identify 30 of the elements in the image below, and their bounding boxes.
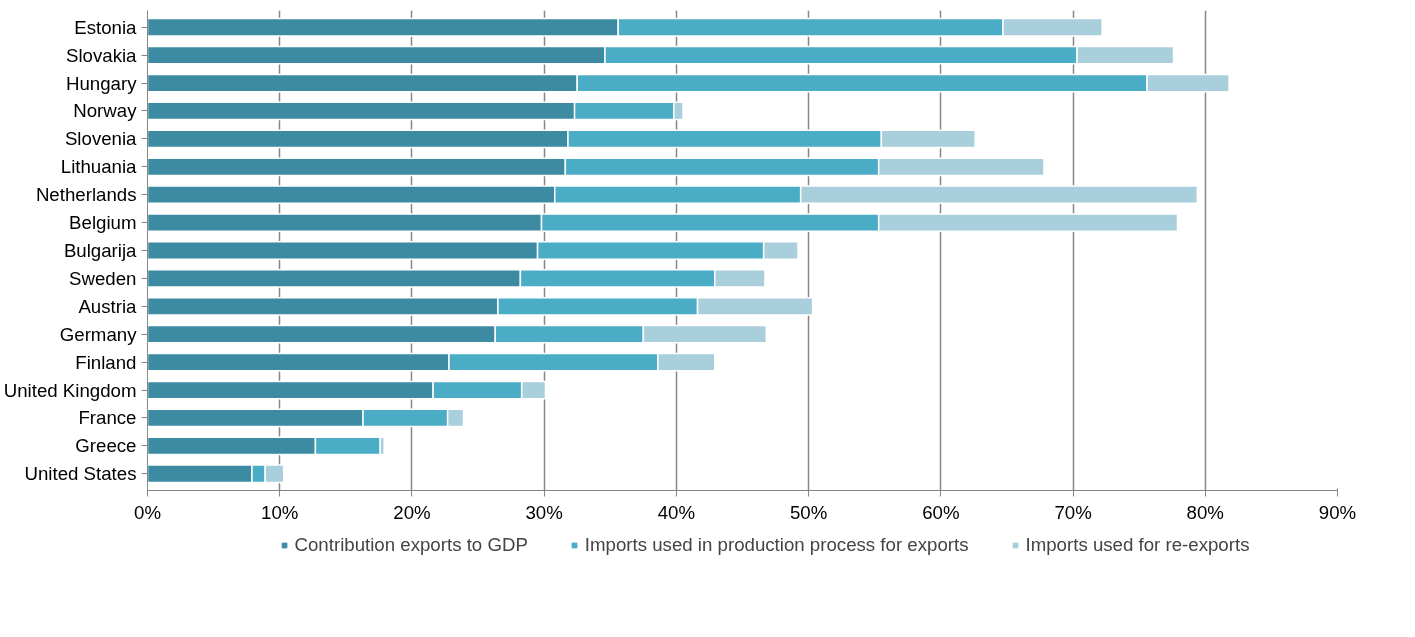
y-tick-label: Netherlands [35,184,137,206]
y-tick-label: United Kingdom [3,379,137,401]
x-tick-label: 60% [922,501,960,523]
y-tick-label: Norway [73,100,138,122]
y-tick-label: Hungary [65,72,138,94]
x-tick-label: 20% [393,501,431,523]
y-tick-label: Slovenia [64,128,138,150]
x-tick-label: 50% [789,501,828,523]
legend-label: Contribution exports to GDP [294,534,528,556]
y-tick-label: Estonia [74,16,138,38]
y-tick-label: Bulgarija [63,240,138,261]
y-tick-label: Finland [75,351,137,373]
x-tick-label: 30% [525,501,563,523]
y-tick-label: Belgium [69,212,137,234]
y-tick-label: United States [24,463,137,485]
x-tick-label: 70% [1054,501,1092,523]
legend-label: Imports used for re-exports [1025,534,1250,556]
legend-label: Imports used in production process for exports [584,534,969,556]
x-tick-label: 0% [134,501,161,523]
y-tick-label: Lithuania [60,156,138,178]
x-tick-label: 80% [1186,501,1224,523]
y-tick-label: Germany [59,323,138,345]
y-tick-label: Slovakia [65,44,138,66]
y-tick-label: Austria [78,295,138,317]
y-tick-label: Greece [75,435,137,457]
x-tick-label: 10% [261,501,299,523]
y-tick-label: Sweden [69,267,137,289]
x-tick-label: 40% [657,501,696,523]
x-tick-label: 90% [1318,501,1357,523]
y-tick-label: France [78,407,137,429]
